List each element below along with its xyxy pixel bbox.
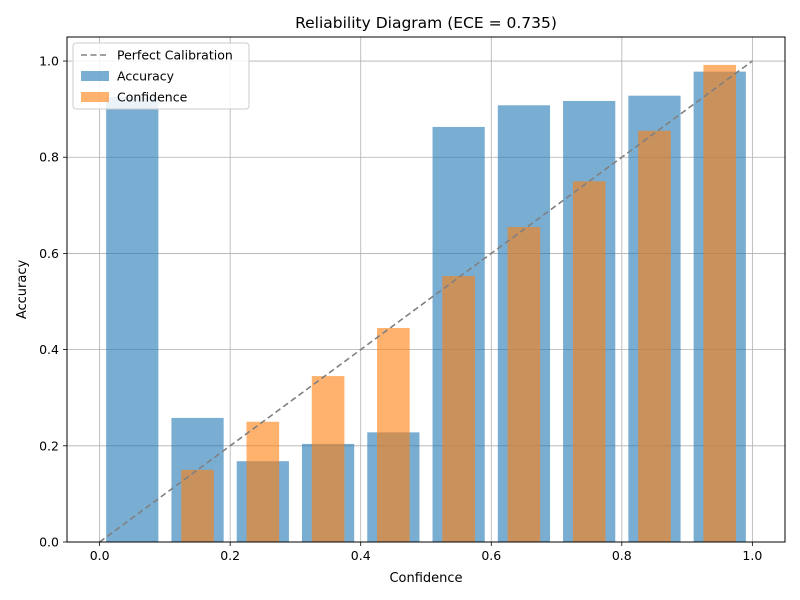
accuracy-bar-0 <box>106 97 159 542</box>
perfect-calibration-line <box>99 60 753 543</box>
confidence-bar-6 <box>507 226 541 542</box>
confidence-bar-2 <box>246 421 280 542</box>
confidence-bars <box>181 64 737 543</box>
y-axis-label: Accuracy <box>15 260 30 320</box>
y-tick-label-5: 1.0 <box>39 54 59 69</box>
y-tick-label-3: 0.6 <box>39 246 59 261</box>
legend-label-accuracy: Accuracy <box>117 69 175 84</box>
x-tick-label-1: 0.2 <box>220 548 240 563</box>
confidence-bar-8 <box>638 130 671 543</box>
confidence-bar-3 <box>311 376 345 542</box>
legend: Perfect Calibration Accuracy Confidence <box>72 42 250 110</box>
confidence-bar-7 <box>572 181 606 543</box>
x-tick-label-5: 1.0 <box>742 548 762 563</box>
legend-box <box>72 42 250 110</box>
x-tick-label-0: 0.0 <box>90 548 110 563</box>
confidence-bar-1 <box>181 469 214 542</box>
legend-swatch-confidence <box>81 92 109 102</box>
y-tick-label-4: 0.8 <box>39 150 59 165</box>
perfect-calibration-line-group <box>99 60 753 543</box>
x-tick-label-3: 0.6 <box>481 548 501 563</box>
x-tick-label-4: 0.8 <box>612 548 632 563</box>
axes <box>66 36 786 543</box>
y-tick-label-1: 0.2 <box>39 438 59 453</box>
confidence-bar-4 <box>377 327 410 542</box>
confidence-bar-9 <box>703 64 737 543</box>
y-tick-label-0: 0.0 <box>39 535 59 550</box>
y-ticks: 0.0 0.2 0.4 0.6 0.8 1.0 <box>39 54 67 550</box>
x-tick-label-2: 0.4 <box>351 548 371 563</box>
legend-label-perfect-calibration: Perfect Calibration <box>117 48 233 63</box>
y-tick-label-2: 0.4 <box>39 342 59 357</box>
plot-frame <box>66 36 786 543</box>
x-axis-label: Confidence <box>389 571 462 586</box>
x-ticks: 0.0 0.2 0.4 0.6 0.8 1.0 <box>90 542 762 563</box>
chart-title: Reliability Diagram (ECE = 0.735) <box>295 14 557 32</box>
legend-label-confidence: Confidence <box>117 90 188 105</box>
confidence-bar-5 <box>442 276 475 542</box>
legend-swatch-accuracy <box>81 71 109 81</box>
